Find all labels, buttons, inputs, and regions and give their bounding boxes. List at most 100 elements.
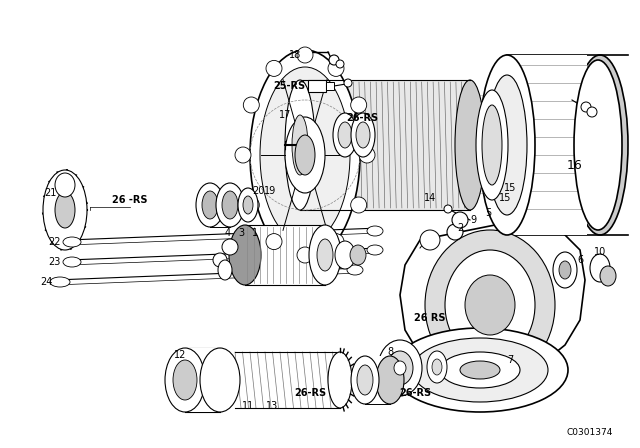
Ellipse shape: [553, 252, 577, 288]
Ellipse shape: [351, 97, 367, 113]
Text: 13: 13: [266, 401, 278, 411]
Text: 14: 14: [424, 193, 436, 203]
Ellipse shape: [367, 226, 383, 236]
Ellipse shape: [235, 147, 251, 163]
Text: 18: 18: [289, 50, 301, 60]
Ellipse shape: [351, 197, 367, 213]
Bar: [507, 55, 587, 235]
Ellipse shape: [460, 361, 500, 379]
Ellipse shape: [447, 224, 463, 240]
Ellipse shape: [243, 196, 253, 214]
Ellipse shape: [432, 359, 442, 375]
Ellipse shape: [359, 147, 375, 163]
Ellipse shape: [328, 60, 344, 77]
Ellipse shape: [55, 192, 75, 228]
Bar: [300, 80, 470, 210]
Ellipse shape: [285, 117, 325, 193]
Ellipse shape: [200, 348, 240, 412]
Ellipse shape: [285, 80, 315, 210]
Ellipse shape: [295, 135, 315, 175]
Ellipse shape: [357, 365, 373, 395]
Ellipse shape: [476, 90, 508, 200]
Text: 4: 4: [225, 228, 231, 238]
Ellipse shape: [165, 348, 205, 412]
Ellipse shape: [266, 233, 282, 250]
Text: 9: 9: [470, 215, 476, 225]
Bar: [308, 80, 326, 92]
Text: 7: 7: [507, 355, 513, 365]
Text: 19: 19: [264, 186, 276, 196]
Text: 17: 17: [279, 110, 291, 120]
Text: 16: 16: [567, 159, 583, 172]
Ellipse shape: [420, 230, 440, 250]
Text: 11: 11: [242, 401, 254, 411]
Text: 23: 23: [48, 257, 60, 267]
Text: 25-RS: 25-RS: [273, 81, 305, 91]
Text: 6: 6: [577, 255, 583, 265]
Ellipse shape: [328, 352, 352, 408]
Ellipse shape: [590, 254, 610, 282]
Bar: [245, 225, 325, 285]
Ellipse shape: [444, 205, 452, 213]
Ellipse shape: [43, 170, 87, 250]
Ellipse shape: [338, 122, 352, 148]
Polygon shape: [400, 220, 585, 370]
Ellipse shape: [238, 188, 258, 222]
Ellipse shape: [559, 261, 571, 279]
Ellipse shape: [376, 356, 404, 404]
Ellipse shape: [229, 225, 261, 285]
Ellipse shape: [63, 257, 81, 267]
Ellipse shape: [455, 80, 485, 210]
Text: 5: 5: [485, 208, 491, 218]
Ellipse shape: [336, 60, 344, 68]
Ellipse shape: [297, 247, 313, 263]
Text: 26 RS: 26 RS: [414, 313, 445, 323]
Ellipse shape: [243, 197, 259, 213]
Text: 15: 15: [504, 183, 516, 193]
Ellipse shape: [218, 260, 232, 280]
Text: 26-RS: 26-RS: [346, 113, 378, 123]
Bar: [210, 183, 230, 227]
Ellipse shape: [452, 212, 468, 228]
Text: 20: 20: [252, 186, 264, 196]
Ellipse shape: [213, 253, 227, 267]
Ellipse shape: [50, 277, 70, 287]
Ellipse shape: [216, 183, 244, 227]
Text: 26-RS: 26-RS: [399, 388, 431, 398]
Ellipse shape: [243, 97, 259, 113]
Ellipse shape: [173, 360, 197, 400]
Ellipse shape: [328, 233, 344, 250]
Text: 26 -RS: 26 -RS: [112, 195, 148, 205]
Ellipse shape: [222, 239, 238, 255]
Ellipse shape: [250, 50, 360, 260]
Text: 22: 22: [48, 237, 61, 247]
Ellipse shape: [266, 60, 282, 77]
Ellipse shape: [351, 356, 379, 404]
Ellipse shape: [465, 275, 515, 335]
Ellipse shape: [487, 75, 527, 215]
Ellipse shape: [425, 230, 555, 380]
Bar: [185, 348, 220, 412]
Ellipse shape: [222, 191, 238, 219]
Ellipse shape: [378, 340, 422, 396]
Ellipse shape: [347, 265, 363, 275]
Bar: [326, 82, 334, 90]
Ellipse shape: [479, 55, 535, 235]
Text: 2: 2: [457, 223, 463, 233]
Ellipse shape: [427, 351, 447, 383]
Text: 15: 15: [499, 193, 511, 203]
Text: 8: 8: [387, 347, 393, 357]
Ellipse shape: [572, 55, 628, 235]
Ellipse shape: [445, 250, 535, 360]
Ellipse shape: [356, 122, 370, 148]
Ellipse shape: [55, 173, 75, 197]
Text: 3: 3: [238, 228, 244, 238]
Ellipse shape: [394, 361, 406, 375]
Ellipse shape: [440, 352, 520, 388]
Ellipse shape: [387, 351, 413, 385]
Text: 24: 24: [40, 277, 52, 287]
Ellipse shape: [260, 67, 350, 243]
Ellipse shape: [367, 245, 383, 255]
Text: 12: 12: [174, 350, 186, 360]
Ellipse shape: [412, 338, 548, 402]
